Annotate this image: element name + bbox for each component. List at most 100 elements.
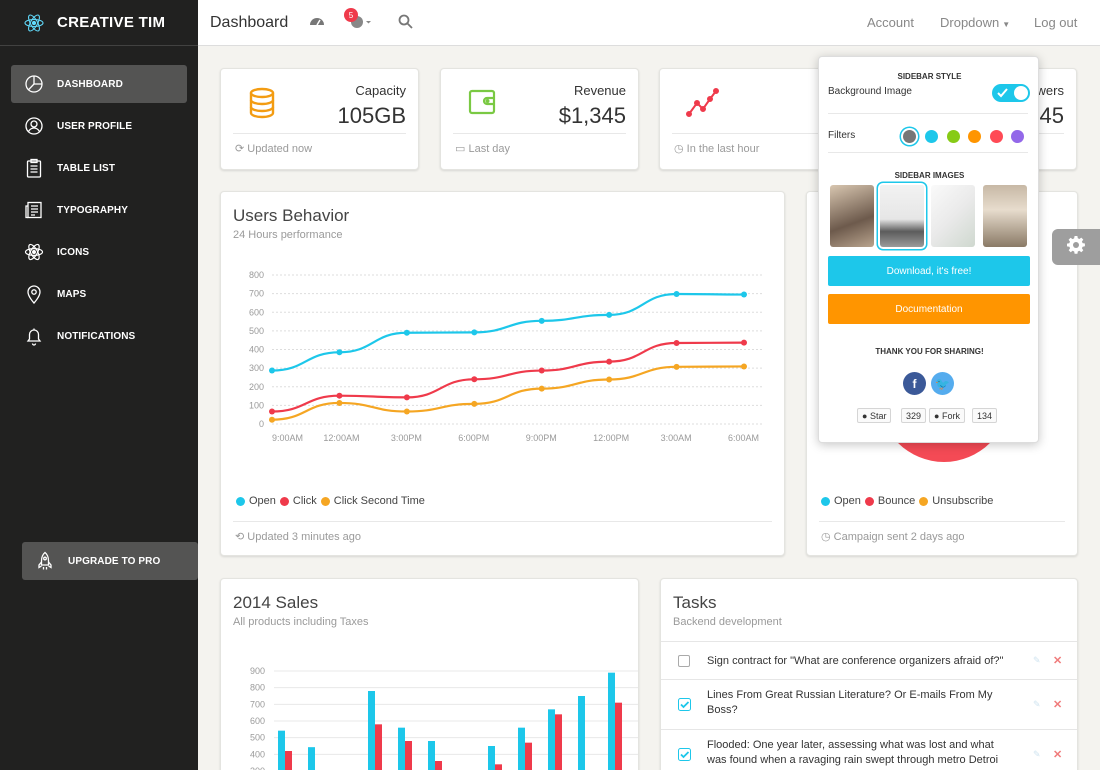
rocket-icon [38,551,52,570]
remove-icon[interactable]: ✕ [1053,749,1063,761]
page-title: Dashboard [210,13,289,31]
filter-swatch-orange[interactable] [968,130,981,143]
data-point [741,291,747,298]
task-checkbox-checked[interactable] [678,698,691,711]
toggle-knob [1014,86,1028,100]
bar [525,742,532,770]
data-point [471,376,478,383]
data-point [471,329,478,336]
sidebar-item-user-profile[interactable]: USER PROFILE [11,107,187,145]
background-image-toggle[interactable] [992,84,1030,102]
data-point [673,363,680,370]
divider [828,152,1028,153]
github-fork-button[interactable]: ● Fork [929,408,965,423]
sidebar-item-table-list[interactable]: TABLE LIST [11,149,187,187]
sidebar-item-notifications[interactable]: NOTIFICATIONS [11,317,187,355]
data-point [269,408,275,415]
filter-swatch-red[interactable] [990,130,1003,143]
card-subtitle: All products including Taxes [233,616,369,628]
data-point [269,416,275,423]
y-tick-label: 400 [250,749,265,759]
x-tick-label: 6:00PM [458,433,489,443]
bar [488,746,495,770]
documentation-button[interactable]: Documentation [828,294,1030,324]
edit-icon[interactable]: ✎ [1033,655,1041,665]
sidebar-item-label: USER PROFILE [57,120,133,132]
star-label: Star [869,410,887,421]
y-tick-label: 300 [249,363,264,373]
legend-open: Open [236,495,276,507]
stat-footer: ⟳ Updated now [235,142,312,155]
twitter-share-button[interactable]: 🐦 [931,372,954,395]
sidebar-item-dashboard[interactable]: DASHBOARD [11,65,187,103]
edit-icon[interactable]: ✎ [1033,749,1041,759]
logout-link[interactable]: Log out [1034,15,1078,30]
legend-label: Unsubscribe [932,495,994,507]
sidebar-item-label: TABLE LIST [57,162,116,174]
data-point [741,363,747,370]
upgrade-to-pro-button[interactable]: UPGRADE TO PRO [22,542,198,580]
card-subtitle: Backend development [673,616,782,628]
download-button[interactable]: Download, it's free! [828,256,1030,286]
data-point [471,400,478,407]
sidebar-item-typography[interactable]: TYPOGRAPHY [11,191,187,229]
react-logo-icon [24,13,44,33]
sidebar-item-label: ICONS [57,246,90,258]
task-checkbox-checked[interactable] [678,748,691,761]
bar [278,730,285,770]
task-text: Lines From Great Russian Literature? Or … [707,689,993,716]
bar [518,727,525,770]
bar [548,709,555,770]
bell-icon [26,328,42,346]
dashboard-gauge-icon[interactable] [309,14,325,35]
x-tick-label: 3:00AM [661,433,692,443]
sidebar-image-thumb[interactable] [830,185,874,247]
remove-icon[interactable]: ✕ [1053,655,1063,667]
data-point [269,367,275,374]
tasks-card: Tasks Backend development Sign contract … [660,578,1078,770]
filter-swatch-black[interactable] [903,130,916,143]
sidebar-images-heading: SIDEBAR IMAGES [894,171,965,180]
bar [405,741,412,770]
github-icon: ● [862,410,868,421]
stat-value: 105GB [337,103,407,128]
edit-icon[interactable]: ✎ [1033,699,1041,709]
divider [233,133,406,134]
settings-toggle[interactable] [1052,229,1100,265]
sidebar-image-thumb-selected[interactable] [880,185,924,247]
sidebar-item-maps[interactable]: MAPS [11,275,187,313]
sales-bar-chart: 300 400 500 600 700 800 900 [250,666,638,770]
task-checkbox[interactable] [678,655,690,667]
bar [368,691,375,770]
fork-label: Fork [941,410,960,421]
settings-dropdown-panel: SIDEBAR STYLE Background Image Filters S… [818,56,1039,443]
account-link[interactable]: Account [867,15,914,30]
search-icon[interactable] [398,14,413,34]
github-star-button[interactable]: ● Star [857,408,892,423]
data-point [606,311,613,318]
stat-footer-text: In the last hour [686,143,760,155]
legend-dot [919,496,929,506]
facebook-share-button[interactable]: f [903,372,926,395]
filter-swatch-purple[interactable] [1011,130,1024,143]
data-point [538,385,545,392]
sidebar-item-icons[interactable]: ICONS [11,233,187,271]
bar [608,672,615,770]
calendar-icon: ▭ [455,143,469,155]
sidebar-image-thumb[interactable] [931,185,975,247]
remove-icon[interactable]: ✕ [1053,699,1063,711]
filter-swatch-blue[interactable] [925,130,938,143]
stat-footer: ▭ Last day [455,142,510,155]
y-tick-label: 400 [249,345,264,355]
newspaper-icon [25,201,42,219]
atom-icon [24,243,44,261]
map-pin-icon [27,285,41,304]
y-tick-label: 600 [249,307,264,317]
stat-footer: ◷ In the last hour [674,142,759,155]
sidebar-image-thumb[interactable] [983,185,1027,247]
brand[interactable]: CREATIVE TIM [0,0,198,46]
filter-swatch-green[interactable] [947,130,960,143]
dropdown-menu[interactable]: Dropdown ▼ [940,15,1010,30]
top-navbar: Dashboard 5 Account Dropdown ▼ Log out [198,0,1100,46]
data-point [673,339,680,346]
